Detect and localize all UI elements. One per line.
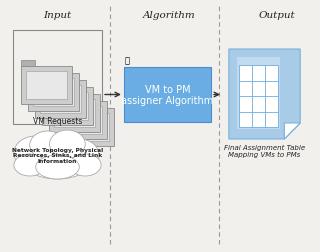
Ellipse shape bbox=[69, 154, 101, 176]
Polygon shape bbox=[49, 94, 100, 133]
Text: Final Assignment Table
Mapping VMs to PMs: Final Assignment Table Mapping VMs to PM… bbox=[224, 144, 305, 158]
Polygon shape bbox=[28, 74, 79, 112]
Ellipse shape bbox=[50, 131, 85, 158]
Polygon shape bbox=[60, 107, 102, 135]
Polygon shape bbox=[47, 93, 88, 120]
Polygon shape bbox=[40, 86, 81, 114]
Polygon shape bbox=[28, 68, 42, 74]
Polygon shape bbox=[284, 123, 300, 139]
Polygon shape bbox=[245, 70, 272, 121]
Ellipse shape bbox=[36, 155, 79, 179]
Polygon shape bbox=[124, 68, 211, 122]
Text: Algorithm: Algorithm bbox=[143, 11, 196, 19]
Polygon shape bbox=[62, 103, 76, 109]
Polygon shape bbox=[42, 82, 55, 88]
Polygon shape bbox=[21, 61, 35, 67]
Polygon shape bbox=[33, 79, 74, 107]
Polygon shape bbox=[21, 67, 72, 105]
Polygon shape bbox=[239, 66, 278, 128]
Polygon shape bbox=[68, 114, 109, 141]
Text: VM Requests: VM Requests bbox=[33, 116, 82, 125]
Ellipse shape bbox=[14, 154, 45, 176]
Polygon shape bbox=[53, 100, 95, 128]
Text: Input: Input bbox=[44, 11, 72, 19]
Polygon shape bbox=[55, 102, 107, 139]
Polygon shape bbox=[35, 81, 86, 118]
Polygon shape bbox=[26, 72, 68, 100]
Text: Output: Output bbox=[259, 11, 296, 19]
Polygon shape bbox=[62, 109, 114, 146]
Text: Network Topology, Physical
Resources, Sinks, and Link
Information: Network Topology, Physical Resources, Si… bbox=[12, 147, 103, 164]
Text: VM to PM
assigner Algorithm: VM to PM assigner Algorithm bbox=[121, 84, 213, 106]
Polygon shape bbox=[55, 96, 69, 102]
Polygon shape bbox=[237, 58, 280, 130]
Polygon shape bbox=[49, 89, 62, 94]
Polygon shape bbox=[229, 50, 300, 139]
Ellipse shape bbox=[60, 139, 99, 171]
Polygon shape bbox=[35, 75, 49, 81]
Ellipse shape bbox=[20, 136, 95, 179]
Ellipse shape bbox=[245, 78, 272, 115]
Polygon shape bbox=[42, 88, 93, 125]
Ellipse shape bbox=[30, 132, 65, 159]
Text: 🌍: 🌍 bbox=[125, 56, 130, 65]
Ellipse shape bbox=[14, 137, 58, 170]
